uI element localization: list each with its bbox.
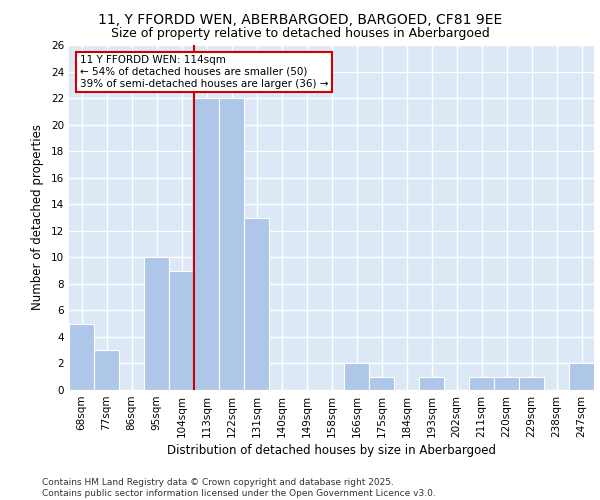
Text: 11 Y FFORDD WEN: 114sqm
← 54% of detached houses are smaller (50)
39% of semi-de: 11 Y FFORDD WEN: 114sqm ← 54% of detache…	[79, 56, 328, 88]
Bar	[469, 376, 494, 390]
Bar	[519, 376, 544, 390]
Bar	[69, 324, 94, 390]
Bar	[194, 98, 219, 390]
Text: Size of property relative to detached houses in Aberbargoed: Size of property relative to detached ho…	[110, 28, 490, 40]
Bar	[169, 270, 194, 390]
Y-axis label: Number of detached properties: Number of detached properties	[31, 124, 44, 310]
Bar	[344, 364, 369, 390]
Bar	[219, 98, 244, 390]
Bar	[94, 350, 119, 390]
Bar	[144, 258, 169, 390]
Bar	[419, 376, 444, 390]
Text: Contains HM Land Registry data © Crown copyright and database right 2025.
Contai: Contains HM Land Registry data © Crown c…	[42, 478, 436, 498]
Bar	[244, 218, 269, 390]
Text: 11, Y FFORDD WEN, ABERBARGOED, BARGOED, CF81 9EE: 11, Y FFORDD WEN, ABERBARGOED, BARGOED, …	[98, 12, 502, 26]
X-axis label: Distribution of detached houses by size in Aberbargoed: Distribution of detached houses by size …	[167, 444, 496, 457]
Bar	[369, 376, 394, 390]
Bar	[494, 376, 519, 390]
Bar	[569, 364, 594, 390]
